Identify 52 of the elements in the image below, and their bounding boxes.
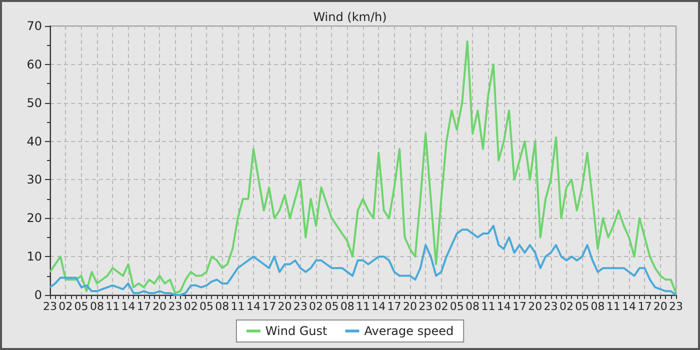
x-tick-label: 08: [340, 300, 354, 313]
x-tick-label: 11: [481, 300, 496, 313]
x-tick-label: 14: [372, 300, 386, 313]
y-tick-label: 50: [26, 96, 42, 110]
x-tick-label: 14: [121, 300, 136, 313]
x-tick-label: 02: [559, 300, 574, 313]
x-tick-label: 14: [496, 300, 511, 313]
x-tick-label: 23: [293, 300, 308, 313]
y-tick-label: 20: [26, 211, 42, 226]
x-tick-label: 11: [606, 300, 620, 313]
x-tick-label: 11: [356, 300, 370, 313]
y-tick-label: 0: [34, 288, 42, 302]
x-tick-label: 20: [402, 300, 417, 313]
x-tick-label: 14: [246, 300, 260, 313]
x-tick-label: 05: [200, 300, 214, 313]
x-tick-label: 08: [466, 300, 480, 313]
x-tick-label: 17: [638, 300, 652, 313]
y-tick-label: 40: [26, 134, 42, 148]
y-tick-label: 70: [26, 19, 42, 33]
x-tick-label: 05: [450, 300, 464, 313]
x-tick-label: 20: [528, 300, 542, 313]
y-tick-label: 10: [26, 250, 42, 264]
x-tick-label: 23: [418, 300, 433, 313]
x-tick-label: 05: [575, 300, 590, 313]
x-tick-label: 02: [58, 300, 73, 313]
y-tick-label: 30: [26, 172, 42, 187]
x-tick-label: 05: [74, 300, 88, 313]
y-tick-label: 60: [26, 57, 42, 72]
chart-title: Wind (km/h): [313, 10, 387, 24]
legend-label: Wind Gust: [265, 324, 328, 338]
x-tick-label: 17: [262, 300, 276, 313]
x-tick-label: 02: [184, 300, 198, 313]
legend-label: Average speed: [364, 324, 454, 338]
x-tick-label: 23: [168, 300, 182, 313]
x-tick-label: 17: [512, 300, 526, 313]
x-tick-label: 02: [309, 300, 324, 313]
x-tick-label: 20: [278, 300, 292, 313]
x-tick-label: 14: [622, 300, 636, 313]
x-tick-label: 20: [152, 300, 167, 313]
x-tick-label: 23: [669, 300, 683, 313]
x-tick-label: 02: [434, 300, 448, 313]
x-tick-label: 20: [653, 300, 668, 313]
x-tick-label: 08: [215, 300, 230, 313]
x-tick-label: 05: [324, 300, 339, 313]
x-tick-label: 08: [590, 300, 605, 313]
x-tick-label: 23: [43, 300, 57, 313]
x-tick-label: 17: [387, 300, 402, 313]
x-tick-label: 11: [106, 300, 120, 313]
x-tick-label: 17: [136, 300, 151, 313]
x-tick-label: 23: [544, 300, 558, 313]
x-tick-label: 11: [230, 300, 245, 313]
x-tick-label: 08: [90, 300, 104, 313]
